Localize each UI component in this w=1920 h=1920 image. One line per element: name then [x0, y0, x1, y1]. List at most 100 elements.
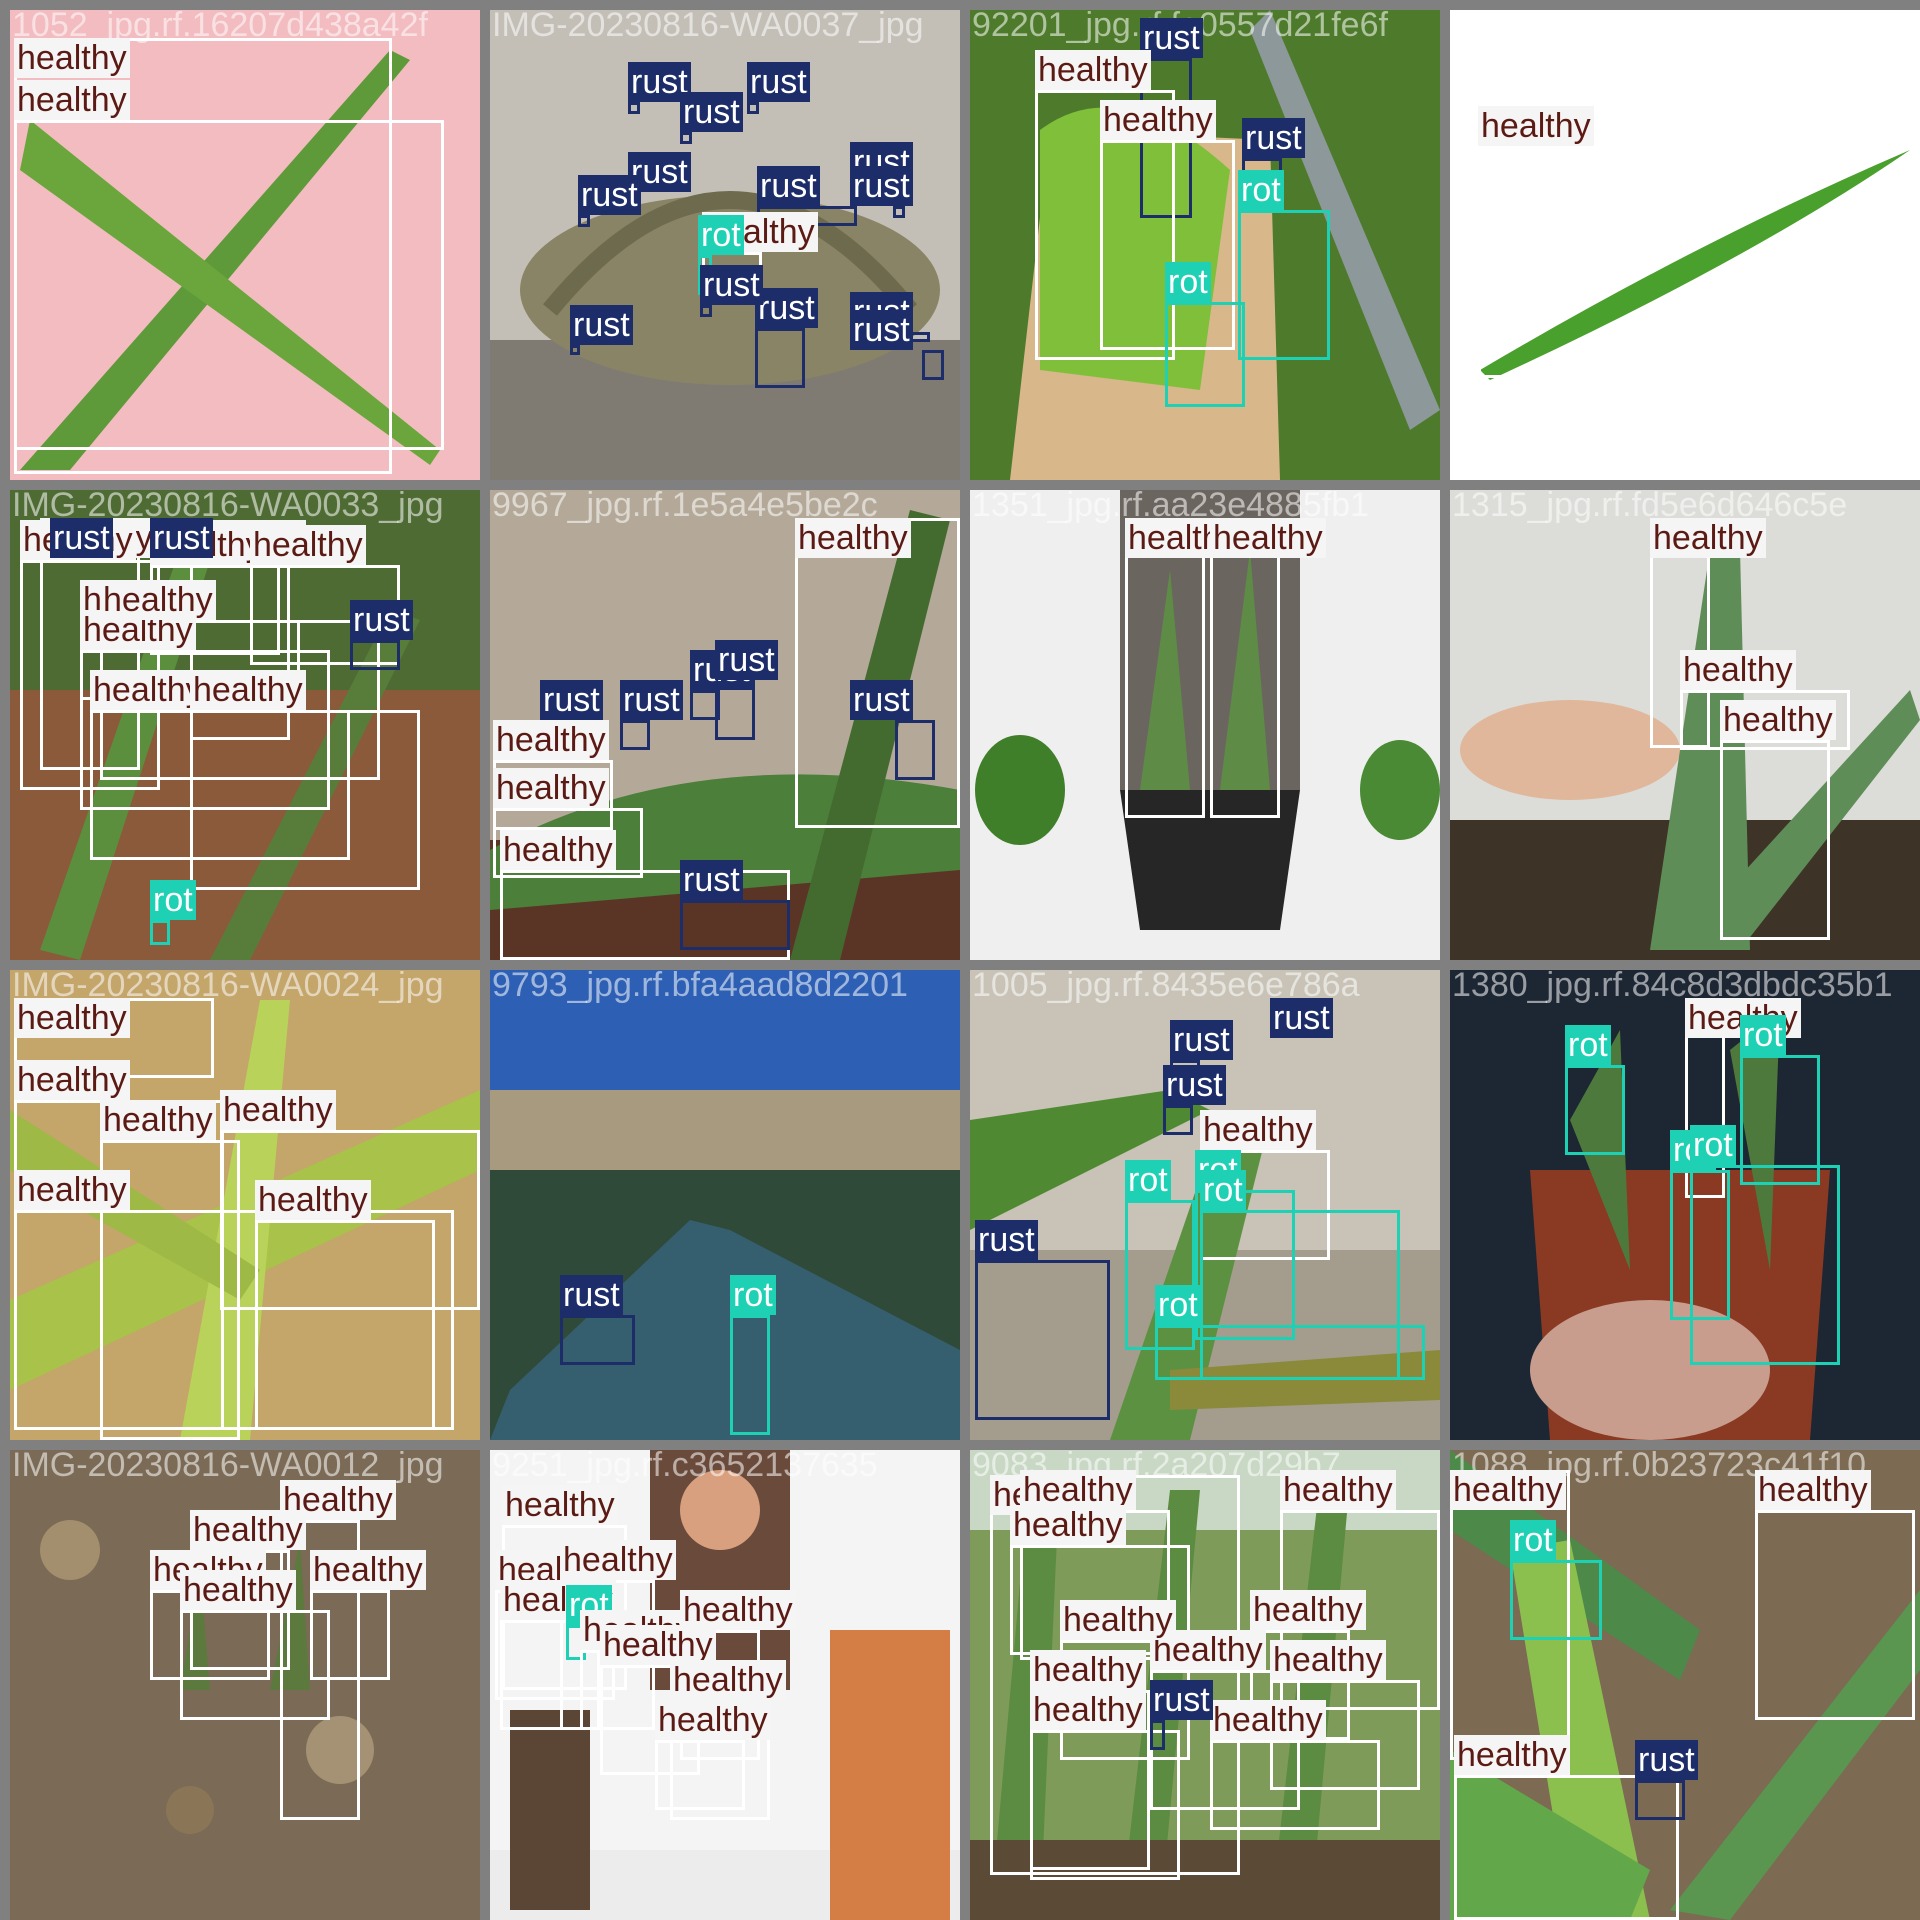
bbox-label: rust — [757, 166, 820, 206]
bbox-healthy — [795, 518, 960, 828]
bbox-label: rot — [1125, 1160, 1171, 1200]
bbox-healthy — [100, 1140, 240, 1440]
image-filename: IMG-20230816-WA0033_jpg — [12, 490, 444, 524]
bbox-label: healthy — [1020, 1470, 1136, 1510]
bbox-label: healthy — [100, 580, 216, 620]
bbox-healthy — [655, 1740, 745, 1810]
bbox-rot — [150, 920, 170, 945]
bbox-rust — [620, 720, 650, 750]
bbox-rust — [893, 206, 905, 218]
bbox-healthy — [1030, 1730, 1180, 1880]
detection-tile: Single aloe leaf on white background1248… — [1450, 10, 1920, 480]
image-filename: 9793_jpg.rf.bfa4aad8d2201 — [492, 970, 908, 1004]
detection-tile: Aloe leaves with rust spots against a wa… — [490, 490, 960, 960]
bbox-label: healthy — [100, 1100, 216, 1140]
bbox-label: healthy — [1150, 1630, 1266, 1670]
detection-tile: Aloe plants on soilIMG-20230816-WA0033_j… — [10, 490, 480, 960]
photo: Woman with aloe plants and cactus mix ba… — [490, 1450, 960, 1920]
image-filename: 1315_jpg.rf.fd5e6d646c5e — [1452, 490, 1848, 524]
photo: Aloe leaves crossed on a pink background — [10, 10, 480, 480]
bbox-healthy — [1125, 518, 1205, 818]
bbox-label: healthy — [14, 1170, 130, 1210]
bbox-label: rust — [628, 62, 691, 102]
bbox-rust — [578, 215, 590, 227]
image-filename: IMG-20230816-WA0012_jpg — [12, 1450, 444, 1484]
bbox-healthy — [493, 808, 643, 878]
bbox-label: rust — [50, 518, 113, 558]
bbox-label: rust — [570, 305, 633, 345]
bbox-rot — [1670, 1170, 1730, 1320]
bbox-rust — [570, 345, 580, 355]
bbox-healthy — [1755, 1510, 1915, 1720]
bbox-label: rust — [850, 680, 913, 720]
bbox-label: rust — [1140, 18, 1203, 58]
bbox-rust — [690, 690, 720, 720]
bbox-label: rot — [1510, 1520, 1556, 1560]
image-filename: 9251_jpg.rf.c3652137635 — [492, 1450, 878, 1484]
bbox-label: rust — [1170, 1020, 1233, 1060]
bbox-label: rot — [1690, 1125, 1736, 1165]
bbox-healthy — [280, 1520, 360, 1820]
bbox-label: healthy — [1650, 518, 1766, 558]
bbox-label: rot — [150, 880, 196, 920]
bbox-healthy — [1210, 518, 1280, 818]
bbox-label: rust — [1150, 1680, 1213, 1720]
bbox-healthy — [1035, 90, 1175, 360]
bbox-label: rust — [350, 600, 413, 640]
bbox-rot — [1125, 1200, 1195, 1350]
bbox-label: healthy — [1454, 1735, 1570, 1775]
bbox-label: healthy — [1720, 700, 1836, 740]
detection-tile: Dry aloe plant with rust spotsIMG-202308… — [490, 10, 960, 480]
bbox-label: healthy — [190, 670, 306, 710]
image-filename: 9967_jpg.rf.1e5a4e5be2c — [492, 490, 878, 524]
bbox-label: healthy — [1210, 1700, 1326, 1740]
bbox-label: rust — [700, 265, 763, 305]
bbox-label: healthy — [1030, 1650, 1146, 1690]
bbox-label: rust — [715, 640, 778, 680]
image-filename: 1005_jpg.rf.8435e6e786a — [972, 970, 1360, 1004]
detection-tile: Aloe with rot in a terracotta pot1380_jp… — [1450, 970, 1920, 1440]
bbox-label: healthy — [493, 768, 609, 808]
bbox-label: rust — [680, 92, 743, 132]
detection-tile: Person holding an aloe in a black pot135… — [970, 490, 1440, 960]
bbox-label: rot — [1165, 262, 1211, 302]
bbox-label: healthy — [795, 518, 911, 558]
bbox-label: healthy — [1478, 106, 1594, 146]
bbox-label: healthy — [190, 1510, 306, 1550]
bbox-rust — [680, 900, 790, 950]
bbox-label: rust — [975, 1220, 1038, 1260]
bbox-label: rust — [578, 175, 641, 215]
bbox-label: healthy — [1100, 100, 1216, 140]
bbox-label: rot — [1740, 1015, 1786, 1055]
bbox-label: healthy — [220, 1090, 336, 1130]
bbox-rot — [1238, 210, 1330, 360]
bbox-label: healthy — [655, 1700, 771, 1740]
bbox-label: healthy — [560, 1540, 676, 1580]
bbox-rust — [755, 328, 805, 388]
bbox-label: healthy — [1755, 1470, 1871, 1510]
photo: Person holding an aloe in a black pot — [970, 490, 1440, 960]
bbox-rot — [1690, 1165, 1840, 1365]
bbox-healthy — [220, 1130, 480, 1310]
bbox-label: rust — [747, 62, 810, 102]
bbox-rust — [628, 102, 640, 114]
bbox-label: rust — [1635, 1740, 1698, 1780]
bbox-rust — [700, 305, 712, 317]
bbox-label: rot — [730, 1275, 776, 1315]
bbox-label: healthy — [1270, 1640, 1386, 1680]
bbox-rust — [975, 1260, 1110, 1420]
bbox-label: healthy — [1010, 1505, 1126, 1545]
bbox-rust — [895, 720, 935, 780]
image-filename: IMG-20230816-WA0037_jpg — [492, 10, 924, 44]
bbox-healthy — [180, 1610, 330, 1720]
bbox-healthy — [1478, 146, 1918, 378]
bbox-label: healthy — [1030, 1690, 1146, 1730]
bbox-label: rot — [1238, 170, 1284, 210]
image-filename: 1248_jpg.rf.0524f4439a0a3 — [1452, 10, 1868, 44]
detection-tile: Dense aloe plants in a field9083_jpg.rf.… — [970, 1450, 1440, 1920]
photo: Agave plants in front of the Acropolis — [490, 970, 960, 1440]
bbox-healthy — [1720, 740, 1830, 940]
bbox-rust — [747, 102, 759, 114]
photo: Hand holding a cut aloe piece near a pot… — [1450, 490, 1920, 960]
image-filename: 1052_jpg.rf.16207d438a42f — [12, 10, 428, 44]
